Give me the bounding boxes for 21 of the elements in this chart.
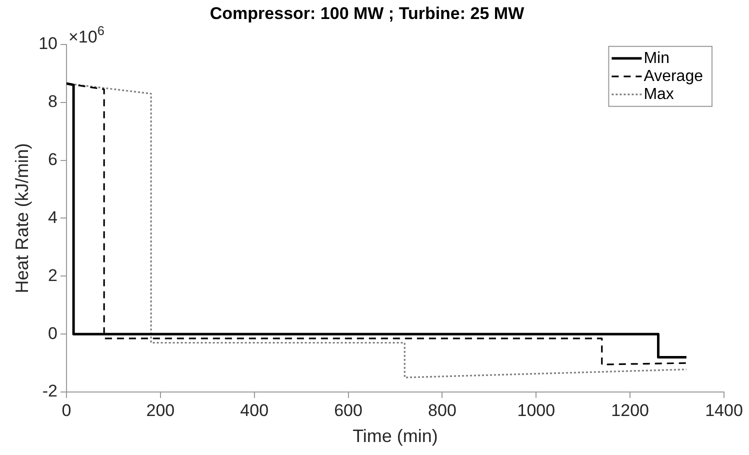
y-tick-label: 8 (48, 92, 58, 112)
y-tick-label: 2 (48, 266, 58, 285)
x-tick-label: 200 (146, 400, 175, 420)
x-tick-label: 0 (62, 400, 72, 420)
y-tick-label: 4 (48, 208, 58, 227)
y-tick-label: -2 (42, 382, 58, 401)
y-tick-label: 10 (38, 34, 58, 54)
y-tick-label: 0 (48, 324, 58, 343)
x-tick-label: 1200 (611, 400, 649, 420)
chart-title: Compressor: 100 MW ; Turbine: 25 MW (210, 4, 526, 23)
x-axis-title: Time (min) (352, 426, 438, 446)
legend-label: Max (644, 86, 674, 103)
y-tick-label: 6 (48, 150, 58, 169)
x-tick-label: 400 (240, 400, 269, 420)
y-axis-title: Heat Rate (kJ/min) (12, 143, 32, 294)
legend-label: Average (644, 68, 704, 85)
x-tick-label: 800 (428, 400, 456, 420)
x-tick-label: 1000 (517, 400, 556, 420)
x-tick-label: 600 (334, 400, 362, 420)
x-tick-label: 1400 (705, 400, 743, 420)
legend-label: Min (644, 50, 670, 67)
